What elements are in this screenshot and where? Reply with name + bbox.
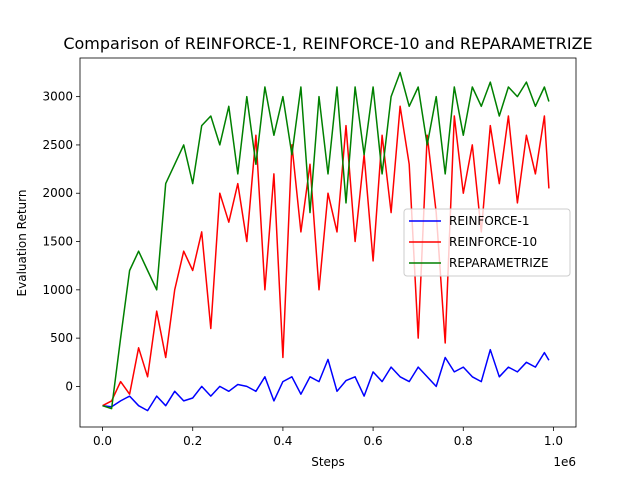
chart-title: Comparison of REINFORCE-1, REINFORCE-10 … xyxy=(63,34,592,53)
series-line-1 xyxy=(102,105,550,407)
legend-box xyxy=(403,208,571,277)
y-tick-label: 1000 xyxy=(42,283,73,297)
plot-area: 0.0 0.2 0.4 0.6 0.8 1.0 0 500 1000 1500 2000 2500 30… xyxy=(42,57,577,448)
y-tick-label: 500 xyxy=(50,331,73,345)
y-tick-label: 2000 xyxy=(42,186,73,200)
x-tick-label: 0.8 xyxy=(454,434,473,448)
legend: REINFORCE-1 REINFORCE-10 REPARAMETRIZE xyxy=(403,208,571,277)
y-tick-label: 1500 xyxy=(42,235,73,249)
axes-frame xyxy=(79,57,577,428)
x-axis-label: Steps xyxy=(311,455,345,469)
y-tick-label: 2500 xyxy=(42,138,73,152)
series-line-0 xyxy=(102,348,550,412)
x-tick-label: 1.0 xyxy=(544,434,563,448)
x-tick-label: 0.4 xyxy=(273,434,292,448)
y-tick-label: 0 xyxy=(65,379,73,393)
x-tick-label: 0.0 xyxy=(93,434,112,448)
y-axis-label: Evaluation Return xyxy=(15,190,29,297)
x-axis-offset-label: 1e6 xyxy=(553,455,576,469)
legend-label-2: REPARAMETRIZE xyxy=(449,256,549,270)
y-tick-label: 3000 xyxy=(42,90,73,104)
legend-label-0: REINFORCE-1 xyxy=(449,214,529,228)
series-line-2 xyxy=(102,71,550,410)
legend-label-1: REINFORCE-10 xyxy=(449,235,537,249)
x-tick-label: 0.6 xyxy=(364,434,383,448)
x-tick-label: 0.2 xyxy=(183,434,202,448)
